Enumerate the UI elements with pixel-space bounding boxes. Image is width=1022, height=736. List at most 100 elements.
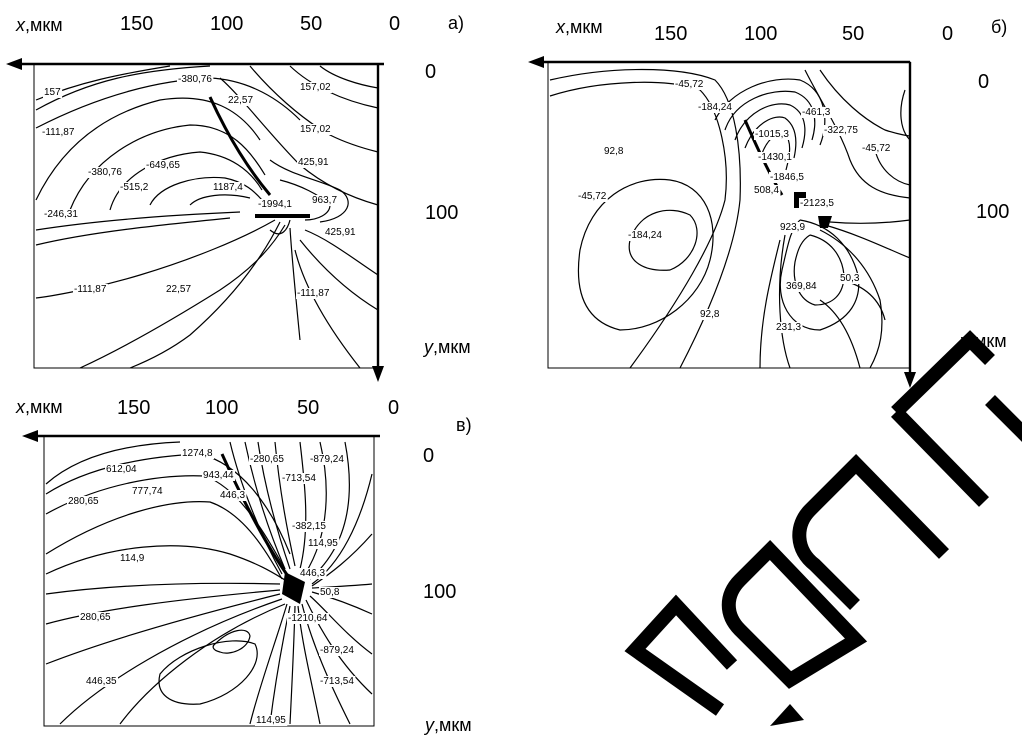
contour-label-bg <box>177 74 214 85</box>
contour-label-bg <box>861 143 892 154</box>
x-tick-50-a: 50 <box>300 13 323 35</box>
contour-value-label: -184,24 <box>698 102 732 113</box>
contour-value-label: 446,3 <box>300 568 325 579</box>
contour-label-bg <box>309 454 346 465</box>
contour-label-bg <box>839 273 861 284</box>
contour-value-label: 92,8 <box>604 146 624 157</box>
panel-a: 157 -380,76 157,02 22,57 -111,87 157,02 -380,7… <box>0 0 500 382</box>
contour-value-label: -649,65 <box>146 160 180 171</box>
contour-label-bg <box>67 496 101 507</box>
x-tick-150-a: 150 <box>120 13 154 35</box>
crack-line-c <box>220 453 292 580</box>
contour-value-label: -713,54 <box>282 473 316 484</box>
x-tick-100-a: 100 <box>210 13 244 35</box>
contour-value-label: 425,91 <box>325 227 356 238</box>
contour-value-label: -879,24 <box>320 645 354 656</box>
contour-label-bg <box>85 676 119 687</box>
contour-value-label: -280,65 <box>250 454 284 465</box>
x-axis-arrow-c <box>22 430 38 442</box>
contour-value-label: -1015,3 <box>755 129 789 140</box>
contour-label-bg <box>577 191 608 202</box>
y-axis-arrow-a <box>372 366 384 382</box>
contour-label-bg <box>697 102 734 113</box>
contour-value-label: 50,8 <box>320 587 340 598</box>
contour-label-bg <box>785 281 819 292</box>
y-tick-0-c: 0 <box>423 445 435 467</box>
contour-label-bg <box>627 230 664 241</box>
contour-plot-b: -45,72 -184,24 -461,3 -322,75 -1015,3 92,8 -14… <box>528 56 916 388</box>
caption-c: в) <box>456 415 472 435</box>
contour-label-bg <box>307 538 340 549</box>
caption-b: б) <box>991 17 1008 37</box>
contour-label-bg <box>775 322 803 333</box>
contour-value-label: -45,72 <box>862 143 891 154</box>
contour-label-bg <box>41 127 76 138</box>
x-tick-50-c: 50 <box>297 397 320 419</box>
contour-label-bg <box>319 645 356 656</box>
contour-value-label: 114,95 <box>256 715 286 726</box>
contour-label-bg <box>87 167 124 178</box>
contour-label-bg <box>219 490 247 501</box>
contour-value-label: -1994,1 <box>258 199 292 210</box>
y-tick-0-a: 0 <box>425 61 437 83</box>
contour-label-bg <box>105 464 139 475</box>
contour-label-bg <box>319 587 341 598</box>
contour-label-bg <box>769 172 806 183</box>
contour-value-label: 923,9 <box>780 222 805 233</box>
y-axis-title-c: y,мкм <box>425 715 472 735</box>
panel-b: -45,72 -184,24 -461,3 -322,75 -1015,3 92,8 -14… <box>520 0 1022 400</box>
singularity-c <box>282 572 305 604</box>
contour-label-bg <box>699 309 721 320</box>
contour-value-label: -184,24 <box>628 230 662 241</box>
contour-label-bg <box>43 209 80 220</box>
contour-label-bg <box>603 146 625 157</box>
contour-value-label: 446,3 <box>220 490 245 501</box>
contour-value-label: -45,72 <box>675 79 704 90</box>
contour-label-bg <box>73 284 108 295</box>
contour-value-label: -1430,1 <box>758 152 792 163</box>
contour-value-label: 508,4 <box>754 185 779 196</box>
contour-value-label: 157 <box>44 87 61 98</box>
contour-label-bg <box>287 613 329 624</box>
contour-value-label: -515,2 <box>120 182 149 193</box>
contour-label-bg <box>753 185 781 196</box>
x-tick-100-c: 100 <box>205 397 239 419</box>
contour-value-label: -1210,64 <box>288 613 328 624</box>
contour-value-label: 114,95 <box>308 538 338 549</box>
contour-value-label: -879,24 <box>310 454 344 465</box>
contour-value-label: 22,57 <box>228 95 253 106</box>
x-tick-0-b: 0 <box>942 23 954 45</box>
contour-value-label: 943,44 <box>203 470 234 481</box>
contour-label-bg <box>291 521 328 532</box>
contour-value-label: 280,65 <box>68 496 99 507</box>
contour-label-bg <box>281 473 318 484</box>
contour-value-label: 157,02 <box>300 124 331 135</box>
contour-value-label: -380,76 <box>88 167 122 178</box>
contour-value-label: 1274,8 <box>182 448 213 459</box>
plot-frame-a <box>33 63 379 369</box>
contour-value-label: -322,75 <box>824 125 858 136</box>
contour-value-label: 425,91 <box>298 157 329 168</box>
contour-label-bg <box>801 107 832 118</box>
contour-value-label: -380,76 <box>178 74 212 85</box>
contour-value-label: 231,3 <box>776 322 801 333</box>
contour-value-label: -45,72 <box>578 191 607 202</box>
contour-label-bg <box>119 182 150 193</box>
contour-label-bg <box>202 470 236 481</box>
contour-value-label: -246,31 <box>44 209 78 220</box>
contour-label-bg <box>165 284 193 295</box>
notch-tip-b <box>818 216 832 228</box>
x-tick-100-b: 100 <box>744 23 778 45</box>
contour-value-label: -382,15 <box>292 521 326 532</box>
contour-label-bg <box>257 199 294 210</box>
x-axis-title-b: x,мкм <box>556 17 603 37</box>
contour-value-label: -2123,5 <box>800 198 834 209</box>
contour-label-bg <box>212 182 245 193</box>
contour-value-label: 92,8 <box>700 309 720 320</box>
contour-label-bg <box>249 454 286 465</box>
contour-value-label: 157,02 <box>300 82 331 93</box>
contour-value-label: 1187,4 <box>213 182 243 193</box>
contour-value-label: 777,74 <box>132 486 163 497</box>
contour-label-bg <box>227 95 255 106</box>
crack-line-a <box>208 96 272 196</box>
